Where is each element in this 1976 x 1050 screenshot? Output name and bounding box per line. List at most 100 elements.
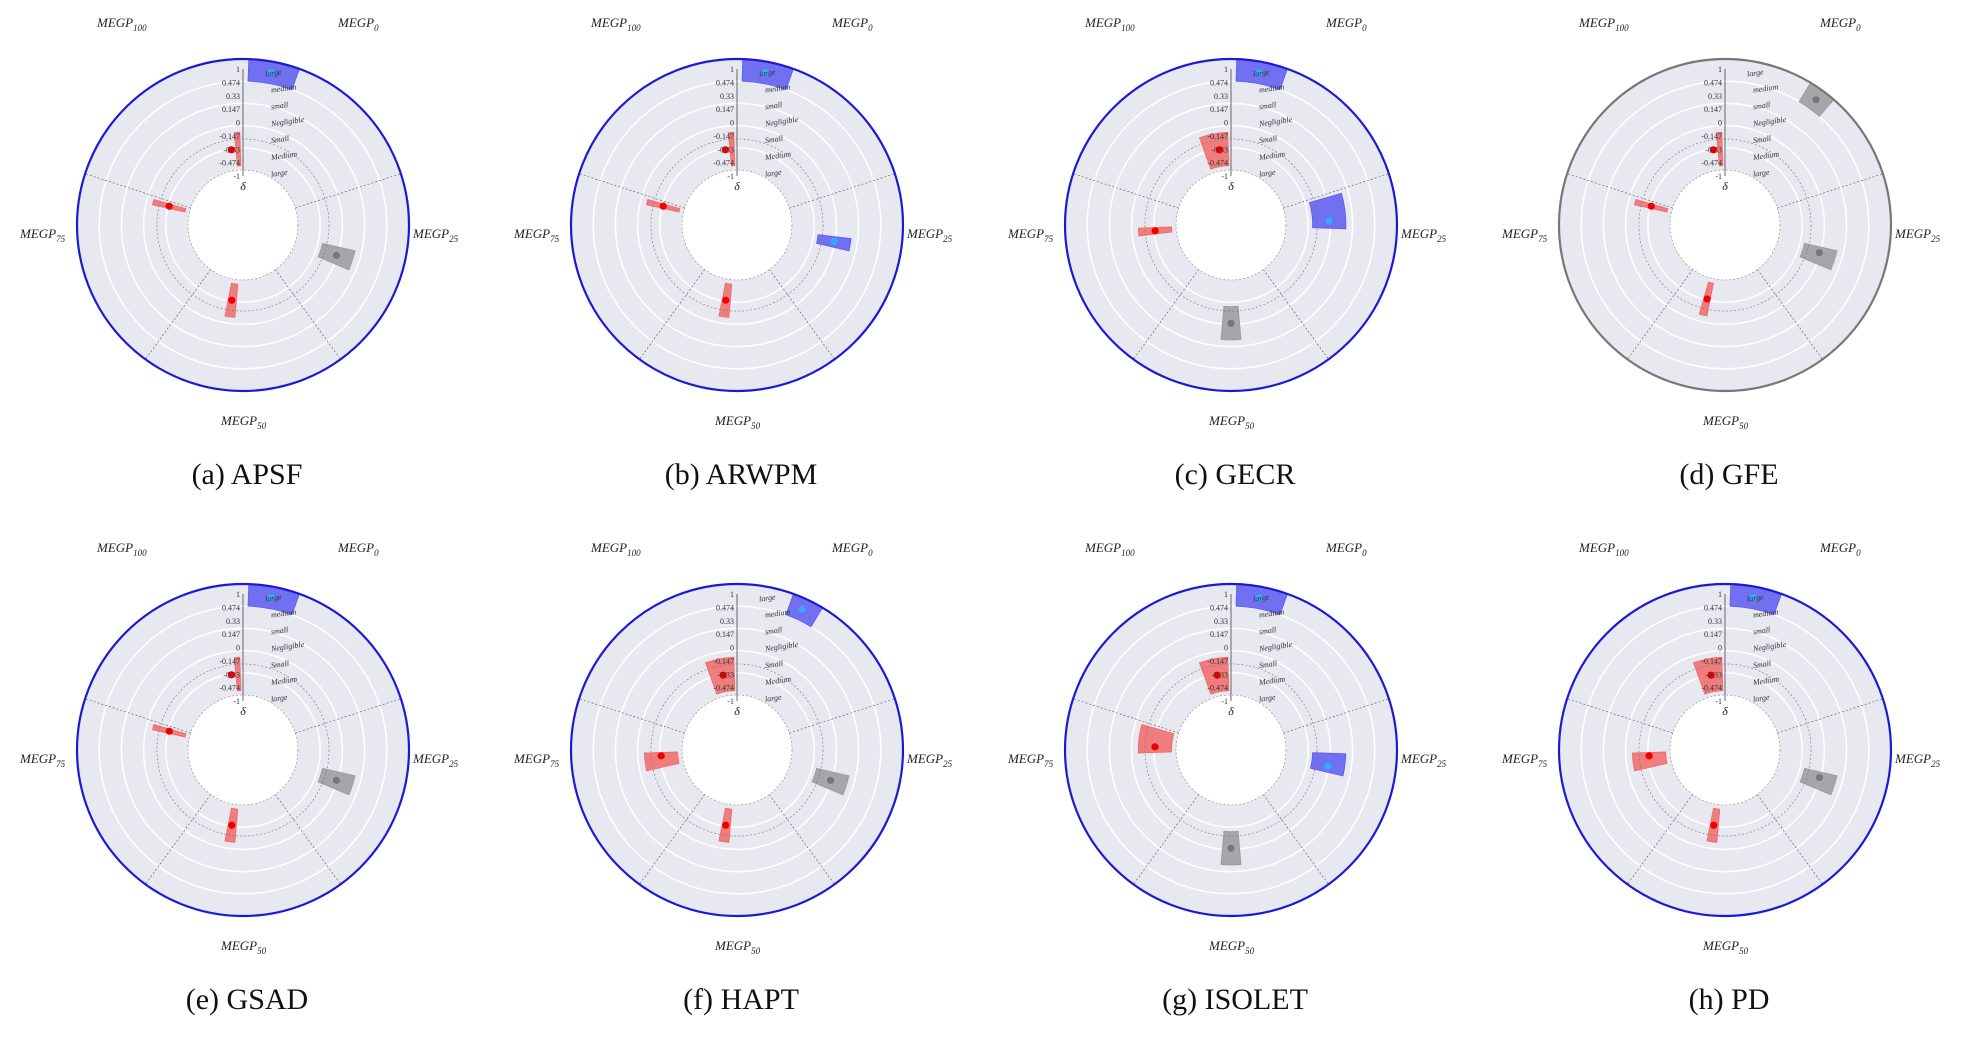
caption-dataset-name: ARWPM <box>705 458 818 491</box>
subfigure-caption: (c) GECR <box>988 458 1482 492</box>
radial-tick-label: -1 <box>1715 172 1722 181</box>
axis-label-MEGP25: MEGP25 <box>1894 226 1941 244</box>
axis-label-MEGP25: MEGP25 <box>1400 226 1447 244</box>
sector-divider <box>1073 173 1179 209</box>
axis-label-MEGP0: MEGP0 <box>1819 15 1861 33</box>
point-MEGP50 <box>228 821 236 829</box>
chart-outline <box>1063 582 1399 918</box>
radial-tick-label: 0.474 <box>1704 603 1722 612</box>
radial-tick-label: -1 <box>727 172 734 181</box>
radial-tick-label: 0.33 <box>1214 617 1228 626</box>
bar-MEGP75 <box>643 751 680 772</box>
radial-tick-label: 0.474 <box>222 78 240 87</box>
radial-tick-label: -0.33 <box>1705 670 1722 679</box>
point-MEGP25 <box>1324 762 1332 770</box>
radial-tick-label: 1 <box>1224 590 1228 599</box>
magnitude-label: Medium <box>1257 149 1285 162</box>
radial-tick-label: -0.147 <box>1701 132 1722 141</box>
radial-tick-label: 0.33 <box>1708 617 1722 626</box>
radial-tick-label: -0.147 <box>219 657 240 666</box>
axis-label-MEGP25: MEGP25 <box>412 751 459 769</box>
center-hole <box>187 169 299 281</box>
sector-divider <box>1567 173 1673 209</box>
axis-label-MEGP0: MEGP0 <box>831 15 873 33</box>
radial-tick-label: 0.147 <box>716 630 734 639</box>
radial-chart: 1 0.474 0.33 0.147 0 -0.147 -0.33 -0.474 -1 large… <box>19 15 459 431</box>
center-hole <box>681 694 793 806</box>
magnitude-label: Small <box>1258 659 1278 671</box>
magnitude-label: large <box>764 168 782 179</box>
bar-MEGP100 <box>1715 131 1724 167</box>
magnitude-label: medium <box>764 82 791 94</box>
radial-tick-label: -0.33 <box>223 145 240 154</box>
point-MEGP100 <box>721 146 729 154</box>
magnitude-label: Medium <box>1257 674 1285 687</box>
caption-dataset-name: GECR <box>1215 458 1296 491</box>
axis-label-MEGP100: MEGP100 <box>590 15 641 33</box>
point-MEGP75 <box>659 202 667 210</box>
bar-MEGP100 <box>233 656 242 692</box>
magnitude-label: large <box>1746 592 1764 603</box>
point-MEGP0 <box>1812 96 1820 104</box>
delta-label: δ <box>1228 704 1234 718</box>
radial-chart: 1 0.474 0.33 0.147 0 -0.147 -0.33 -0.474 -1 large… <box>1007 15 1447 431</box>
point-MEGP0 <box>267 69 275 77</box>
radial-tick-label: -0.147 <box>1207 657 1228 666</box>
point-MEGP75 <box>1645 752 1653 760</box>
radial-tick-label: 0 <box>1718 119 1722 128</box>
axis-label-MEGP100: MEGP100 <box>1084 540 1135 558</box>
magnitude-label: medium <box>270 607 297 619</box>
sector-divider <box>1133 794 1199 885</box>
axis-label-MEGP100: MEGP100 <box>590 540 641 558</box>
axis-label-MEGP0: MEGP0 <box>831 540 873 558</box>
radial-tick-label: -0.33 <box>1211 145 1228 154</box>
point-MEGP100 <box>719 671 727 679</box>
sector-divider <box>275 794 341 885</box>
sector-divider <box>85 698 191 734</box>
radial-tick-label: 0.33 <box>226 92 240 101</box>
center-hole <box>1669 169 1781 281</box>
radial-tick-label: -0.147 <box>713 132 734 141</box>
radial-tick-label: 0 <box>730 644 734 653</box>
chart-panel: 1 0.474 0.33 0.147 0 -0.147 -0.33 -0.474 -1 large… <box>494 0 988 525</box>
chart-outline <box>569 582 905 918</box>
sector-divider <box>579 173 685 209</box>
point-MEGP50 <box>1703 295 1711 303</box>
magnitude-label: medium <box>1258 82 1285 94</box>
magnitude-label: Small <box>1752 134 1772 146</box>
magnitude-label: Small <box>764 134 784 146</box>
chart-panel: 1 0.474 0.33 0.147 0 -0.147 -0.33 -0.474 -1 large… <box>988 525 1482 1050</box>
radial-tick-label: 1 <box>236 590 240 599</box>
chart-panel: 1 0.474 0.33 0.147 0 -0.147 -0.33 -0.474 -1 large… <box>1482 0 1976 525</box>
point-MEGP25 <box>332 776 341 784</box>
radial-tick-label: 0 <box>1224 644 1228 653</box>
magnitude-label: small <box>1258 625 1277 636</box>
axis-label-MEGP0: MEGP0 <box>1325 540 1367 558</box>
radial-tick-label: 0.33 <box>1708 92 1722 101</box>
magnitude-label: large <box>1258 693 1276 704</box>
radial-chart: 1 0.474 0.33 0.147 0 -0.147 -0.33 -0.474 -1 large… <box>513 540 953 956</box>
radial-tick-label: -1 <box>233 697 240 706</box>
magnitude-label: Small <box>1258 134 1278 146</box>
center-hole <box>1175 694 1287 806</box>
axis-label-MEGP75: MEGP75 <box>19 226 66 244</box>
radial-tick-label: 0.147 <box>1210 630 1228 639</box>
radial-tick-label: -0.147 <box>1701 657 1722 666</box>
caption-letter: (c) <box>1174 458 1216 491</box>
radial-tick-label: 0.474 <box>1210 78 1228 87</box>
caption-dataset-name: HAPT <box>720 983 799 1016</box>
bar-MEGP75 <box>1631 751 1668 772</box>
sector-divider <box>769 269 835 360</box>
axis-label-MEGP50: MEGP50 <box>220 938 267 956</box>
caption-letter: (a) <box>191 458 231 491</box>
radial-tick-label: 0.33 <box>1214 92 1228 101</box>
point-MEGP25 <box>826 776 835 784</box>
point-MEGP75 <box>165 727 173 735</box>
sector-divider <box>1757 269 1823 360</box>
magnitude-label: Small <box>1752 659 1772 671</box>
axis-label-MEGP25: MEGP25 <box>906 751 953 769</box>
magnitude-label: Small <box>270 659 290 671</box>
caption-letter: (f) <box>683 983 721 1016</box>
sector-divider <box>1777 173 1883 209</box>
point-MEGP0 <box>761 69 769 77</box>
